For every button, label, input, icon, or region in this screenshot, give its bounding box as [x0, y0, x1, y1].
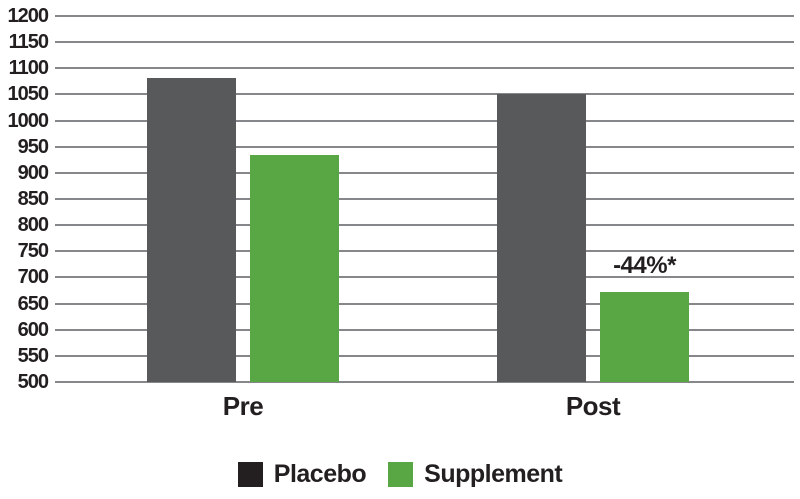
- y-tick-label-600: 600: [17, 318, 49, 341]
- bar-placebo-post: [497, 94, 586, 382]
- legend-item-supplement: Supplement: [388, 460, 563, 488]
- y-tick-label-1000: 1000: [7, 109, 50, 132]
- gridline-1050: [55, 93, 794, 96]
- y-tick-label-1200: 1200: [7, 5, 50, 27]
- gridline-550: [55, 354, 794, 357]
- y-tick-label-1050: 1050: [7, 83, 50, 106]
- y-tick-label-900: 900: [17, 161, 49, 184]
- y-tick-label-800: 800: [17, 214, 49, 237]
- gridline-1000: [55, 119, 794, 122]
- bar-supplement-post: [600, 292, 689, 382]
- y-tick-label-1150: 1150: [8, 31, 49, 54]
- gridline-1200: [55, 15, 794, 17]
- legend-item-placebo: Placebo: [237, 460, 367, 488]
- bar-placebo-pre: [147, 77, 236, 382]
- legend-swatch-placebo: [237, 462, 263, 487]
- legend: Placebo Supplement: [0, 462, 800, 487]
- y-tick-label-850: 850: [17, 188, 49, 210]
- gridline-500: [55, 381, 794, 383]
- legend-swatch-supplement: [388, 462, 414, 487]
- bar-supplement-pre: [250, 154, 339, 382]
- gridline-750: [55, 250, 794, 253]
- x-category-label-pre: Pre: [222, 391, 264, 421]
- y-tick-label-500: 500: [17, 371, 49, 393]
- gridline-1150: [55, 41, 794, 44]
- annotation--44-: -44%*: [613, 252, 676, 280]
- gridline-800: [55, 224, 794, 227]
- gridline-650: [55, 302, 794, 305]
- y-tick-label-550: 550: [17, 344, 49, 367]
- legend-label-supplement: Supplement: [424, 460, 563, 488]
- gridline-1100: [55, 67, 794, 70]
- gridline-850: [55, 198, 794, 200]
- x-category-label-post: Post: [565, 391, 621, 421]
- y-tick-label-1100: 1100: [8, 57, 49, 80]
- y-tick-label-750: 750: [17, 240, 49, 263]
- gridline-600: [55, 328, 794, 331]
- gridline-700: [55, 276, 794, 279]
- y-tick-label-650: 650: [17, 292, 49, 315]
- y-tick-label-700: 700: [17, 266, 49, 289]
- legend-label-placebo: Placebo: [273, 460, 367, 488]
- gridline-950: [55, 145, 794, 148]
- y-tick-label-950: 950: [17, 135, 49, 158]
- gridline-900: [55, 171, 794, 174]
